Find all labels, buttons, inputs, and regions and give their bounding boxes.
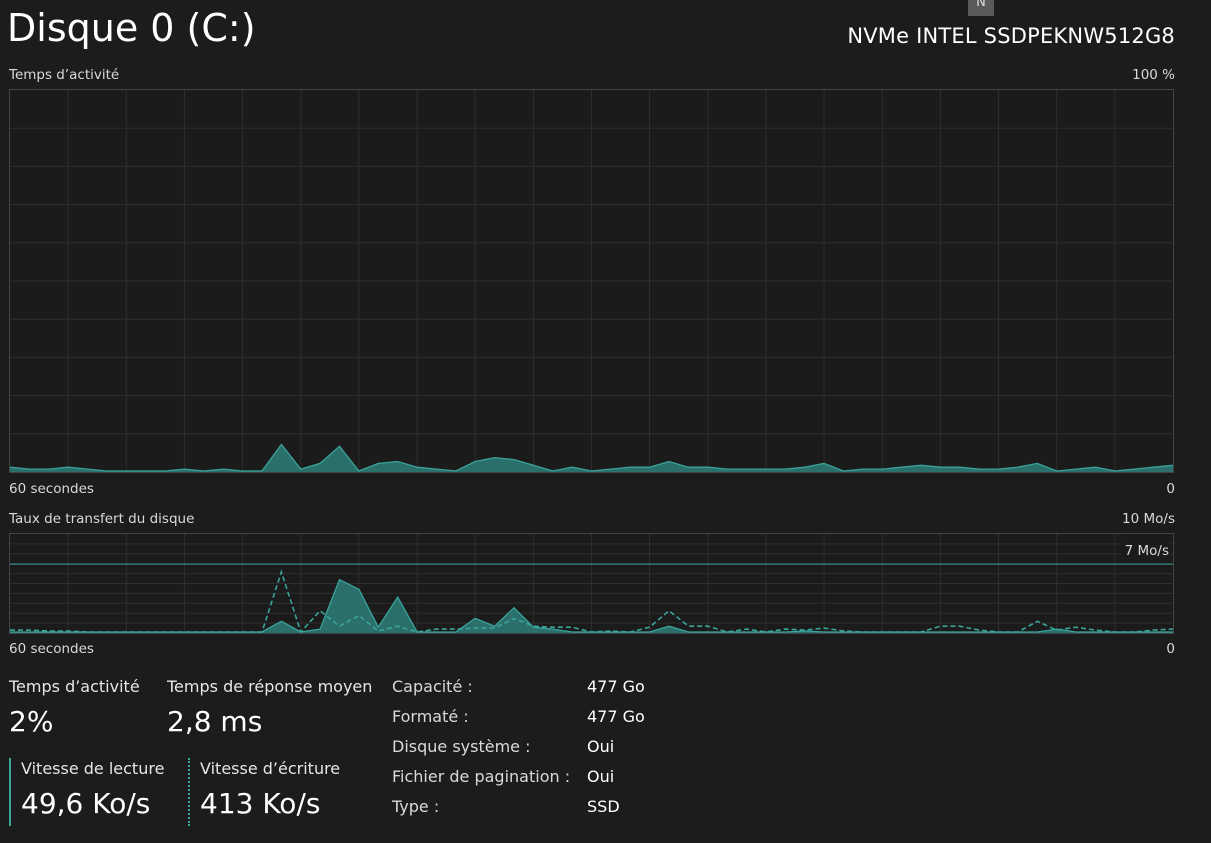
activity-stat-label: Temps d’activité: [9, 677, 140, 696]
activity-chart-max: 100 %: [1132, 67, 1175, 83]
write-stat-label: Vitesse d’écriture: [200, 759, 341, 778]
badge-icon: N: [968, 0, 994, 16]
prop-type-value: SSD: [587, 797, 620, 816]
prop-formatted-value: 477 Go: [587, 707, 645, 726]
transfer-chart: 7 Mo/s: [9, 533, 1174, 634]
transfer-chart-min: 0: [1166, 641, 1175, 657]
prop-pagefile-value: Oui: [587, 767, 615, 786]
prop-pagefile-label: Fichier de pagination :: [392, 767, 571, 786]
response-stat-label: Temps de réponse moyen: [167, 677, 373, 696]
activity-chart-plot: [10, 90, 1173, 472]
activity-chart-label: Temps d’activité: [9, 67, 120, 83]
transfer-chart-label: Taux de transfert du disque: [9, 511, 195, 527]
activity-chart-time: 60 secondes: [9, 481, 94, 497]
disk-model: NVMe INTEL SSDPEKNW512G8: [847, 24, 1175, 48]
transfer-chart-plot: [10, 534, 1173, 633]
activity-chart: [9, 89, 1174, 473]
write-legend-line: [188, 758, 190, 826]
disk-title: Disque 0 (C:): [7, 6, 256, 50]
read-stat-label: Vitesse de lecture: [21, 759, 165, 778]
transfer-threshold-label: 7 Mo/s: [1120, 542, 1169, 560]
series-line: [10, 443, 1173, 472]
prop-system-label: Disque système :: [392, 737, 531, 756]
read-stat-value: 49,6 Ko/s: [21, 787, 151, 820]
transfer-chart-max: 10 Mo/s: [1122, 511, 1175, 527]
read-legend-line: [9, 758, 11, 826]
activity-chart-min: 0: [1166, 481, 1175, 497]
transfer-chart-time: 60 secondes: [9, 641, 94, 657]
prop-capacity-value: 477 Go: [587, 677, 645, 696]
prop-formatted-label: Formaté :: [392, 707, 469, 726]
prop-capacity-label: Capacité :: [392, 677, 473, 696]
prop-system-value: Oui: [587, 737, 615, 756]
activity-stat-value: 2%: [9, 705, 54, 738]
series-line-dashed: [10, 569, 1173, 633]
response-stat-value: 2,8 ms: [167, 705, 263, 738]
prop-type-label: Type :: [392, 797, 440, 816]
write-stat-value: 413 Ko/s: [200, 787, 321, 820]
